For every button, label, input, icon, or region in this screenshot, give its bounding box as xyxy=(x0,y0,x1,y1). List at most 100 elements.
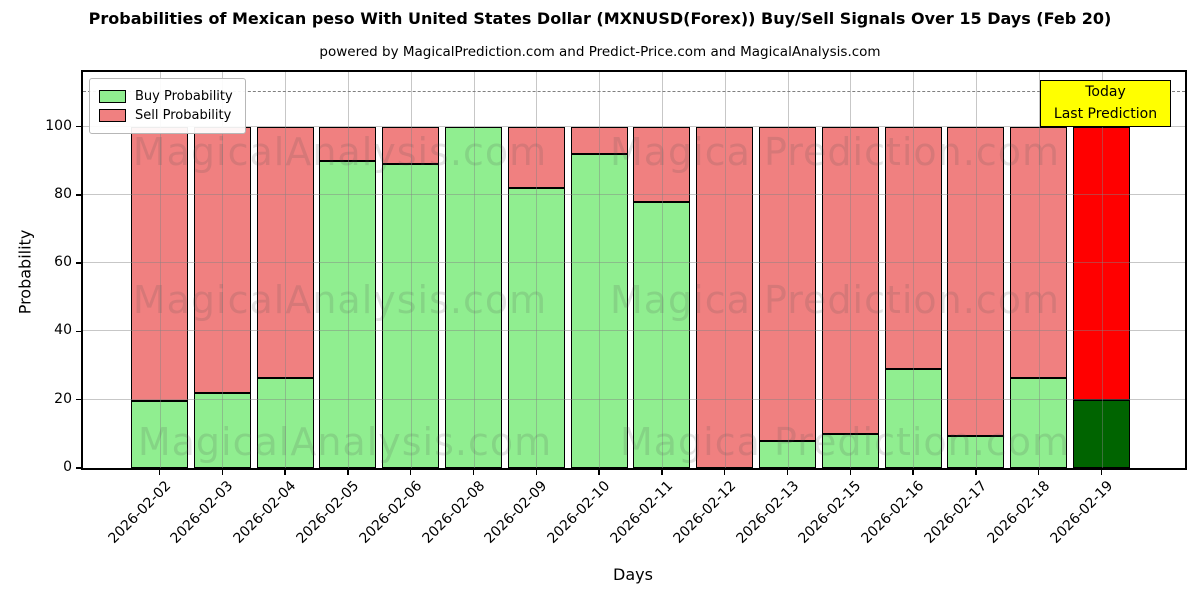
x-tick-label: 2026-02-16 xyxy=(858,478,928,547)
x-tick-label: 2026-02-12 xyxy=(670,478,740,547)
x-tick-label: 2026-02-11 xyxy=(607,478,677,547)
x-tick xyxy=(535,470,538,475)
sell-swatch-icon xyxy=(99,109,126,122)
v-gridline xyxy=(1038,72,1040,468)
h-gridline xyxy=(83,330,1185,332)
bar-buy-2026-02-06 xyxy=(382,164,440,468)
h-gridline xyxy=(83,125,1185,127)
x-tick xyxy=(975,470,977,475)
bar-sell-2026-02-04 xyxy=(256,126,314,378)
bar-sell-2026-02-15 xyxy=(821,126,879,434)
buy-swatch-icon xyxy=(99,90,126,103)
x-tick-label: 2026-02-08 xyxy=(418,478,488,547)
bar-buy-2026-02-17 xyxy=(947,435,1005,468)
bar-sell-2026-02-02 xyxy=(131,126,188,402)
watermark-text: Magica Prediction.com xyxy=(609,130,1061,174)
legend-buy-label: Buy Probability xyxy=(135,89,233,104)
x-tick xyxy=(158,470,161,475)
h-gridline xyxy=(83,193,1185,195)
watermark-text: MagicalAnalysis.com xyxy=(137,420,553,464)
y-tick-label: 80 xyxy=(54,185,72,202)
bar-sell-2026-02-17 xyxy=(947,126,1005,436)
bar-buy-2026-02-15 xyxy=(821,433,879,468)
watermark-text: Magica Prediction.com xyxy=(609,278,1061,322)
v-gridline xyxy=(159,72,161,468)
y-tick-label: 0 xyxy=(63,459,72,475)
h-gridline xyxy=(83,398,1185,400)
legend: Buy Probability Sell Probability xyxy=(89,78,246,134)
v-gridline xyxy=(599,72,601,468)
bar-sell-2026-02-13 xyxy=(759,126,816,441)
v-gridline xyxy=(661,72,663,468)
x-tick-label: 2026-02-17 xyxy=(921,478,991,547)
bar-buy-2026-02-09 xyxy=(507,188,565,468)
bar-sell-2026-02-09 xyxy=(507,126,565,189)
bar-buy-2026-02-04 xyxy=(256,377,314,468)
x-tick-label: 2026-02-03 xyxy=(167,478,237,547)
x-tick-label: 2026-02-18 xyxy=(984,478,1054,547)
y-tick-label: 100 xyxy=(45,117,72,134)
x-tick-label: 2026-02-10 xyxy=(544,478,614,547)
watermark-text: MagicalAnalysis.com xyxy=(132,130,548,174)
x-tick xyxy=(1100,470,1103,475)
v-gridline xyxy=(1101,72,1103,468)
h-gridline xyxy=(83,262,1185,264)
y-tick xyxy=(76,330,81,333)
v-gridline xyxy=(222,72,224,468)
bar-buy-2026-02-18 xyxy=(1010,377,1068,468)
bar-sell-2026-02-10 xyxy=(570,126,628,154)
chart-subtitle: powered by MagicalPrediction.com and Pre… xyxy=(319,44,881,60)
x-tick xyxy=(221,470,224,475)
x-tick-label: 2026-02-19 xyxy=(1046,478,1116,547)
v-gridline xyxy=(787,72,789,468)
x-tick xyxy=(661,470,663,475)
x-tick-label: 2026-02-09 xyxy=(481,478,551,547)
y-axis-label: Probability xyxy=(15,229,35,315)
bar-layer xyxy=(83,72,1185,468)
bar-buy-2026-02-19 xyxy=(1073,399,1130,468)
threshold-dashed-line xyxy=(83,91,1185,93)
x-axis-label: Days xyxy=(613,565,653,584)
x-tick xyxy=(912,470,914,475)
legend-item-sell: Sell Probability xyxy=(99,108,233,123)
v-gridline xyxy=(850,72,852,468)
today-annotation-line1: Today xyxy=(1085,84,1126,100)
chart-title: Probabilities of Mexican peso With Unite… xyxy=(88,9,1112,28)
plot-area: MagicalAnalysis.com Magica Prediction.co… xyxy=(81,70,1187,470)
bar-buy-2026-02-16 xyxy=(884,369,942,468)
legend-item-buy: Buy Probability xyxy=(99,89,233,104)
v-gridline xyxy=(473,72,475,468)
bar-sell-2026-02-12 xyxy=(696,126,754,468)
x-tick-label: 2026-02-05 xyxy=(293,478,363,547)
bar-sell-2026-02-03 xyxy=(193,126,251,393)
bar-sell-2026-02-05 xyxy=(319,126,377,161)
x-tick-label: 2026-02-04 xyxy=(230,478,300,547)
bar-sell-2026-02-19 xyxy=(1073,126,1130,400)
v-gridline xyxy=(913,72,915,468)
v-gridline xyxy=(347,72,349,468)
bar-buy-2026-02-08 xyxy=(445,126,502,468)
x-tick xyxy=(723,470,726,475)
y-tick xyxy=(76,467,81,469)
v-gridline xyxy=(975,72,977,468)
y-tick-label: 60 xyxy=(54,254,72,271)
bar-sell-2026-02-06 xyxy=(382,126,440,165)
today-annotation-line2: Last Prediction xyxy=(1053,105,1158,122)
x-tick-label: 2026-02-06 xyxy=(356,478,426,547)
x-tick-label: 2026-02-02 xyxy=(104,478,174,547)
today-annotation: Today Last Prediction xyxy=(1040,80,1171,127)
y-tick-label: 20 xyxy=(54,390,72,407)
y-tick xyxy=(76,398,81,401)
x-tick xyxy=(598,470,600,475)
x-tick xyxy=(409,470,412,475)
x-tick xyxy=(472,470,475,475)
watermark-text: MagicalAnalysis.com xyxy=(132,278,548,322)
legend-sell-label: Sell Probability xyxy=(135,108,232,123)
y-tick xyxy=(76,262,81,264)
watermark-text: Magica Prediction.com xyxy=(619,420,1071,464)
v-gridline xyxy=(285,72,287,468)
bar-buy-2026-02-02 xyxy=(131,401,188,468)
v-gridline xyxy=(724,72,726,468)
bar-buy-2026-02-11 xyxy=(633,201,691,468)
